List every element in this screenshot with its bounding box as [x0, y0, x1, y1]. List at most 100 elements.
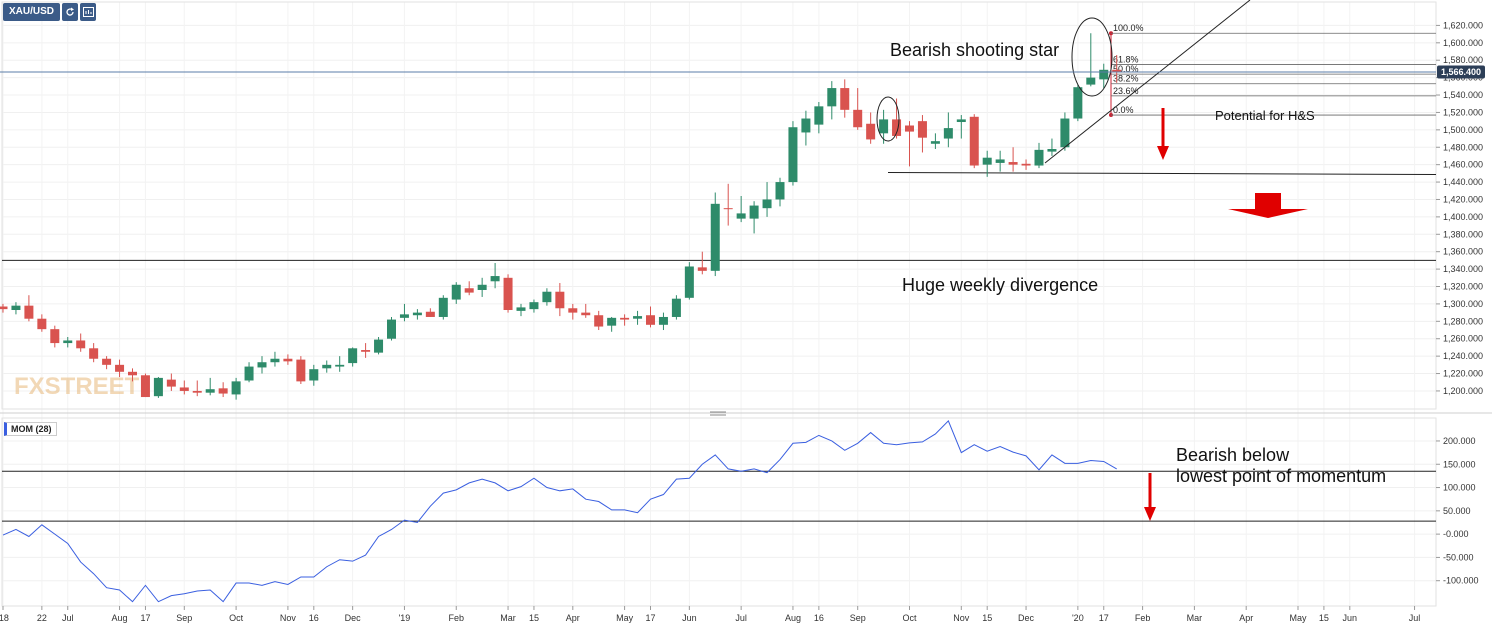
- price-tick-label: 1,500.000: [1443, 125, 1483, 135]
- price-tick-label: 1,460.000: [1443, 160, 1483, 170]
- candle: [296, 356, 306, 384]
- time-tick-label: Jul: [1409, 613, 1421, 623]
- time-tick-label: Sep: [850, 613, 866, 623]
- price-tick-label: 1,220.000: [1443, 369, 1483, 379]
- symbol-label[interactable]: XAU/USD: [3, 3, 61, 21]
- candle: [425, 308, 435, 317]
- candle: [63, 336, 73, 348]
- fib-level-label: 100.0%: [1113, 23, 1144, 33]
- down-arrow-large: [1228, 193, 1308, 218]
- candle: [1086, 33, 1096, 87]
- time-tick-label: '18: [0, 613, 9, 623]
- candle: [50, 325, 60, 348]
- fib-level-label: 50.0%: [1113, 64, 1139, 74]
- candle: [930, 133, 940, 149]
- candle: [361, 343, 371, 358]
- candle: [633, 310, 643, 325]
- price-tick-label: 1,480.000: [1443, 142, 1483, 152]
- candle: [736, 195, 746, 223]
- candle: [1008, 147, 1018, 172]
- time-tick-label: 15: [982, 613, 992, 623]
- candle: [1021, 159, 1031, 170]
- shoulder-ellipse: [876, 96, 900, 142]
- candle: [684, 262, 694, 300]
- candle: [464, 281, 474, 296]
- candle: [879, 109, 889, 144]
- candle: [231, 377, 241, 400]
- candle: [399, 303, 409, 322]
- time-tick-label: Apr: [1239, 613, 1253, 623]
- data-window-button[interactable]: [80, 3, 97, 21]
- candle: [1112, 54, 1122, 83]
- momentum-line: [2, 420, 1117, 603]
- time-tick-label: Aug: [785, 613, 801, 623]
- candle: [1099, 63, 1109, 89]
- candle: [477, 277, 487, 297]
- candle: [555, 283, 565, 317]
- price-tick-label: 1,280.000: [1443, 316, 1483, 326]
- time-tick-label: Jul: [735, 613, 747, 623]
- annotation-momentum-2: lowest point of momentum: [1176, 466, 1386, 486]
- candle: [516, 303, 526, 317]
- candle: [270, 351, 280, 367]
- candle: [646, 306, 655, 328]
- candle: [205, 377, 215, 396]
- candle: [568, 303, 578, 320]
- momentum-pane: [1, 417, 1437, 607]
- candle: [115, 359, 125, 378]
- time-tick-label: Nov: [953, 613, 970, 623]
- time-tick-label: Jul: [62, 613, 74, 623]
- momentum-tick-label: 150.000: [1443, 459, 1476, 469]
- price-pane: [1, 1, 1437, 410]
- candle: [1047, 138, 1057, 156]
- candle: [943, 112, 953, 148]
- price-tick-label: 1,520.000: [1443, 107, 1483, 117]
- candle: [607, 316, 617, 332]
- candle: [827, 81, 837, 120]
- momentum-label[interactable]: MOM (28): [4, 422, 57, 436]
- candle: [1060, 112, 1070, 151]
- time-tick-label: Dec: [345, 613, 362, 623]
- momentum-series: [2, 420, 1117, 603]
- neckline-1451: [887, 171, 1437, 175]
- fxstreet-watermark: FXSTREET: [14, 373, 140, 400]
- time-tick-label: 16: [814, 613, 824, 623]
- fibonacci-retracement: 100.0% 61.8%50.0%38.2% 23.6% 0.0%: [1109, 23, 1436, 118]
- price-tick-label: 1,240.000: [1443, 351, 1483, 361]
- candle: [179, 380, 189, 395]
- candle: [503, 274, 513, 313]
- fib-level-label: 23.6%: [1113, 86, 1139, 96]
- candle: [905, 121, 914, 167]
- price-tick-label: 1,200.000: [1443, 386, 1483, 396]
- time-tick-label: 17: [140, 613, 150, 623]
- time-axis: '18 22 Jul Aug 17 Sep Oct Nov 16 Dec '19 Feb Mar 15 Ap…: [0, 606, 1420, 623]
- time-tick-label: May: [1289, 613, 1307, 623]
- candle: [309, 364, 319, 386]
- price-tick-label: 1,440.000: [1443, 177, 1483, 187]
- pane-resize-handle[interactable]: [710, 411, 726, 416]
- candle: [76, 333, 86, 352]
- candle: [956, 115, 966, 139]
- time-tick-label: Nov: [280, 613, 297, 623]
- candle: [283, 354, 293, 365]
- candle: [140, 373, 150, 398]
- time-tick-label: Feb: [448, 613, 464, 623]
- svg-text:1,566.400: 1,566.400: [1441, 67, 1481, 77]
- candle: [490, 263, 500, 289]
- down-arrow-small-price: [1157, 108, 1169, 160]
- candle: [102, 356, 112, 370]
- candle: [866, 112, 876, 144]
- candle: [917, 115, 927, 153]
- candle: [128, 368, 137, 382]
- candle: [671, 295, 681, 320]
- price-tick-label: 1,540.000: [1443, 90, 1483, 100]
- time-tick-label: 17: [1099, 613, 1109, 623]
- candle: [710, 192, 720, 277]
- time-tick-label: 15: [1319, 613, 1329, 623]
- momentum-tick-label: 50.000: [1443, 506, 1471, 516]
- candle: [218, 382, 228, 398]
- time-tick-label: Oct: [902, 613, 917, 623]
- refresh-button[interactable]: [62, 3, 79, 21]
- candle: [451, 282, 461, 304]
